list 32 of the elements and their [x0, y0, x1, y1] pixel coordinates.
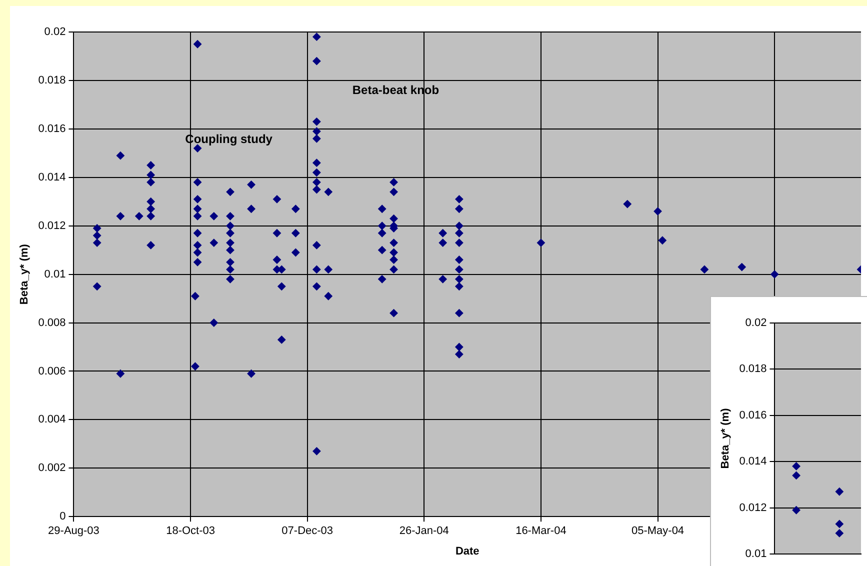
- y-tick-label: 0.01: [745, 548, 767, 560]
- y-tick-label: 0.01: [44, 268, 66, 280]
- y-tick-label: 0.018: [739, 363, 767, 376]
- point: [792, 471, 800, 480]
- point: [792, 506, 800, 514]
- y-axis-title: Beta_y* (m): [720, 408, 732, 469]
- y-tick-label: 0.008: [38, 316, 66, 329]
- y-tick-label: 0.018: [38, 74, 66, 86]
- y-tick-label: 0.004: [38, 414, 66, 426]
- point: [835, 520, 844, 528]
- x-tick-label: 05-May-04: [631, 525, 684, 538]
- point: [835, 529, 844, 538]
- y-tick-label: 0.006: [38, 365, 66, 378]
- x-tick-label: 07-Dec-03: [282, 525, 334, 538]
- x-tick-label: 16-Mar-04: [516, 525, 566, 538]
- y-tick-label: 0.016: [739, 409, 767, 422]
- y-tick-label: 0.016: [38, 122, 66, 135]
- y-tick-label: 0: [60, 510, 66, 523]
- point: [835, 488, 844, 496]
- point: [792, 462, 800, 470]
- y-axis-title: Beta_y* (m): [18, 244, 31, 305]
- y-tick-label: 0.02: [44, 26, 66, 38]
- y-tick-label: 0.02: [745, 317, 767, 330]
- x-tick-label: 26-Jan-04: [399, 525, 449, 538]
- y-tick-label: 0.014: [739, 456, 767, 468]
- y-tick-label: 0.012: [38, 220, 66, 232]
- y-tick-label: 0.002: [38, 462, 66, 474]
- y-tick-label: 0.012: [739, 502, 767, 514]
- x-tick-label: 18-Oct-03: [166, 525, 215, 538]
- x-tick-label: 29-Aug-03: [48, 525, 100, 538]
- x-axis-title: Date: [455, 545, 480, 558]
- y-tick-label: 0.014: [38, 171, 66, 184]
